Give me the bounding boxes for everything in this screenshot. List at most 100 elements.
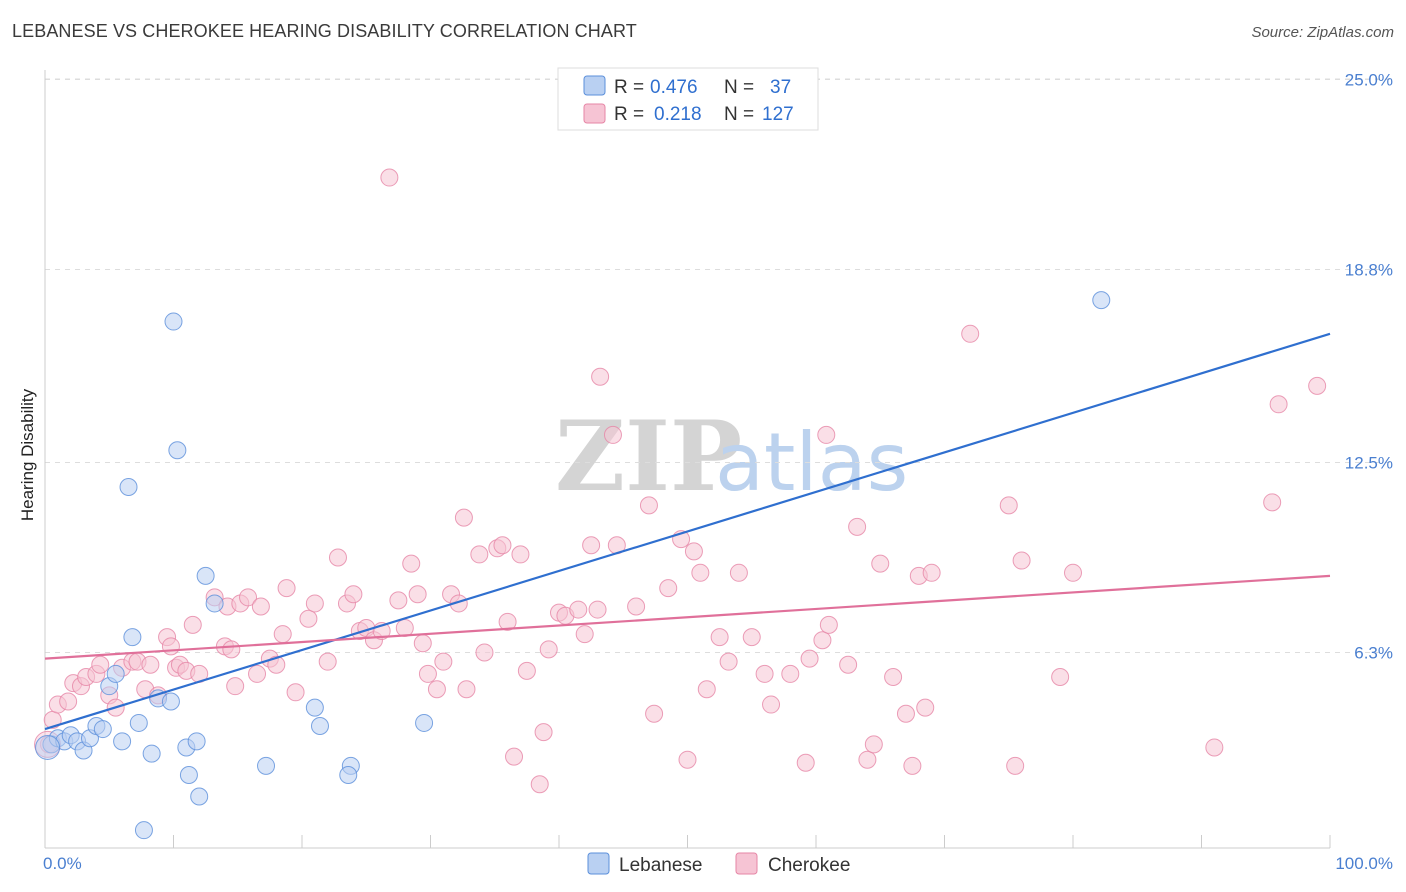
cherokee-point	[505, 747, 524, 766]
cherokee-point	[1205, 738, 1224, 757]
cherokee-point	[742, 628, 761, 647]
cherokee-trend-line	[44, 574, 1331, 660]
y-tick-labels: 6.3% 12.5% 18.8% 25.0%	[1345, 71, 1393, 663]
lebanese-point	[179, 766, 198, 785]
cherokee-point	[903, 756, 922, 775]
cherokee-point	[603, 425, 622, 444]
cherokee-point	[395, 618, 414, 637]
cherokee-point	[582, 536, 601, 555]
cherokee-point	[813, 631, 832, 650]
cherokee-point	[659, 579, 678, 598]
cherokee-point	[719, 652, 738, 671]
cherokee-point	[427, 680, 446, 699]
legend-r-label-2: R =	[614, 104, 644, 125]
legend-n-value-1: 37	[770, 77, 791, 98]
cherokee-point	[454, 508, 473, 527]
x-tick-label: 100.0%	[1335, 854, 1393, 873]
lebanese-point	[106, 664, 125, 683]
y-tick-label: 18.8%	[1345, 260, 1393, 279]
cherokee-point	[800, 649, 819, 668]
cherokee-point	[678, 750, 697, 769]
watermark: ZIP atlas	[555, 400, 908, 513]
cherokee-point	[539, 640, 558, 659]
cherokee-point	[864, 735, 883, 754]
cherokee-point	[839, 655, 858, 674]
cherokee-point	[961, 324, 980, 343]
cherokee-point	[796, 753, 815, 772]
lebanese-point	[305, 698, 324, 717]
lebanese-point	[93, 720, 112, 739]
gridlines	[45, 78, 1392, 653]
lebanese-point	[257, 756, 276, 775]
cherokee-point	[277, 579, 296, 598]
lebanese-point	[415, 713, 434, 732]
series-legend: Lebanese Cherokee	[587, 852, 850, 876]
cherokee-point	[645, 704, 664, 723]
cherokee-point	[141, 655, 160, 674]
cherokee-point	[627, 597, 646, 616]
cherokee-point	[470, 545, 489, 564]
lebanese-point	[134, 821, 153, 840]
cherokee-point	[318, 652, 337, 671]
cherokee-point	[402, 554, 421, 573]
legend-swatch-cherokee	[583, 103, 606, 124]
cherokee-point	[817, 425, 836, 444]
cherokee-point	[418, 664, 437, 683]
lebanese-point	[190, 787, 209, 806]
cherokee-point	[762, 695, 781, 714]
bottom-legend-swatch-cherokee	[735, 852, 758, 875]
cherokee-point	[511, 545, 530, 564]
cherokee-point	[710, 628, 729, 647]
cherokee-point	[1006, 756, 1025, 775]
lebanese-point	[142, 744, 161, 763]
cherokee-point	[328, 548, 347, 567]
lebanese-point	[310, 717, 329, 736]
cherokee-point	[639, 496, 658, 515]
x-tick-label: 0.0%	[43, 854, 82, 873]
cherokee-point	[1308, 376, 1327, 395]
cherokee-point	[239, 588, 258, 607]
cherokee-point	[493, 536, 512, 555]
lebanese-points	[35, 291, 1111, 840]
cherokee-point	[922, 563, 941, 582]
cherokee-point	[273, 625, 292, 644]
cherokee-point	[916, 698, 935, 717]
cherokee-point	[305, 594, 324, 613]
cherokee-points	[34, 168, 1327, 794]
cherokee-point	[222, 640, 241, 659]
cherokee-point	[729, 563, 748, 582]
cherokee-point	[684, 542, 703, 561]
cherokee-point	[91, 655, 110, 674]
cherokee-point	[498, 612, 517, 631]
watermark-zip: ZIP	[555, 400, 742, 513]
legend-r-label-1: R =	[614, 77, 644, 98]
cherokee-point	[183, 615, 202, 634]
cherokee-point	[248, 664, 267, 683]
cherokee-point	[408, 585, 427, 604]
y-tick-label: 12.5%	[1345, 454, 1393, 473]
cherokee-point	[999, 496, 1018, 515]
cherokee-point	[755, 664, 774, 683]
bottom-legend-swatch-lebanese	[587, 852, 610, 875]
cherokee-point	[161, 637, 180, 656]
cherokee-point	[380, 168, 399, 187]
legend-r-value-1: 0.476	[650, 77, 698, 98]
cherokee-point	[1269, 395, 1288, 414]
lebanese-point	[164, 312, 183, 331]
lebanese-point	[339, 766, 358, 785]
cherokee-point	[575, 625, 594, 644]
lebanese-point	[123, 628, 142, 647]
bottom-legend-cherokee: Cherokee	[768, 855, 850, 876]
cherokee-point	[344, 585, 363, 604]
cherokee-point	[457, 680, 476, 699]
lebanese-point	[161, 692, 180, 711]
cherokee-point	[286, 683, 305, 702]
cherokee-point	[691, 563, 710, 582]
cherokee-point	[530, 775, 549, 794]
cherokee-point	[591, 367, 610, 386]
cherokee-point	[1012, 551, 1031, 570]
cherokee-point	[697, 680, 716, 699]
legend-r-value-2: 0.218	[654, 104, 702, 125]
legend-n-label-2: N =	[724, 104, 754, 125]
